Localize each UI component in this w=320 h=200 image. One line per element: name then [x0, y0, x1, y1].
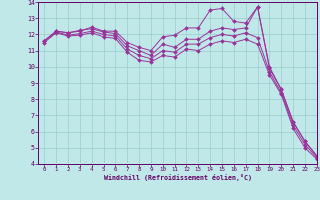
- X-axis label: Windchill (Refroidissement éolien,°C): Windchill (Refroidissement éolien,°C): [104, 174, 252, 181]
